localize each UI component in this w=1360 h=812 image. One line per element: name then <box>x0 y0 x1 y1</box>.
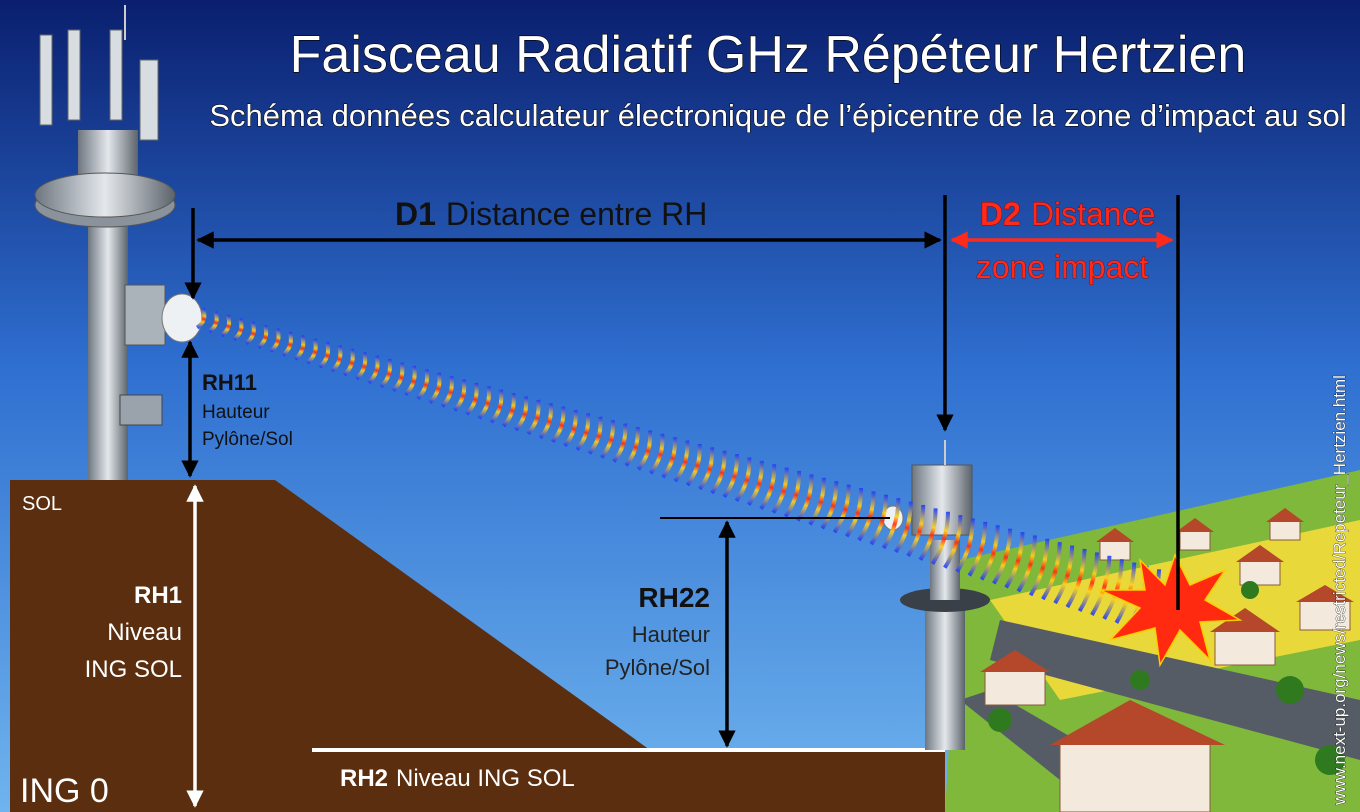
sol-label: SOL <box>22 493 62 515</box>
ing0-label: ING 0 <box>20 772 109 810</box>
d2-line1: Distance <box>1031 196 1156 232</box>
diagram: Faisceau Radiatif GHz Répéteur Hertzien … <box>0 0 1360 812</box>
title: Faisceau Radiatif GHz Répéteur Hertzien <box>290 26 1247 84</box>
d1-code: D1 <box>395 196 436 232</box>
d1-text: Distance entre RH <box>446 196 707 232</box>
subtitle: Schéma données calculateur électronique … <box>209 98 1346 133</box>
rh22-line1: Hauteur <box>632 622 710 647</box>
source-url: www.next-up.org/news/restricted/Repeteur… <box>1330 375 1349 806</box>
rh1-line1: Niveau <box>107 619 182 646</box>
rh1-code: RH1 <box>134 582 182 609</box>
rh2-code: RH2 <box>340 765 388 792</box>
rh11-line1: Hauteur <box>202 402 270 423</box>
d2-label: D2 Distance <box>980 196 1155 232</box>
d2-code: D2 <box>980 196 1021 232</box>
rh2-label: RH2 Niveau ING SOL <box>340 765 575 792</box>
rh22-line2: Pylône/Sol <box>605 655 710 680</box>
d2-line2: zone impact <box>976 249 1149 285</box>
rh11-code: RH11 <box>202 370 257 395</box>
rh22-code: RH22 <box>638 582 710 613</box>
rh2-text: Niveau ING SOL <box>396 765 575 792</box>
rh11-line2: Pylône/Sol <box>202 429 293 450</box>
rh1-line2: ING SOL <box>85 656 182 683</box>
